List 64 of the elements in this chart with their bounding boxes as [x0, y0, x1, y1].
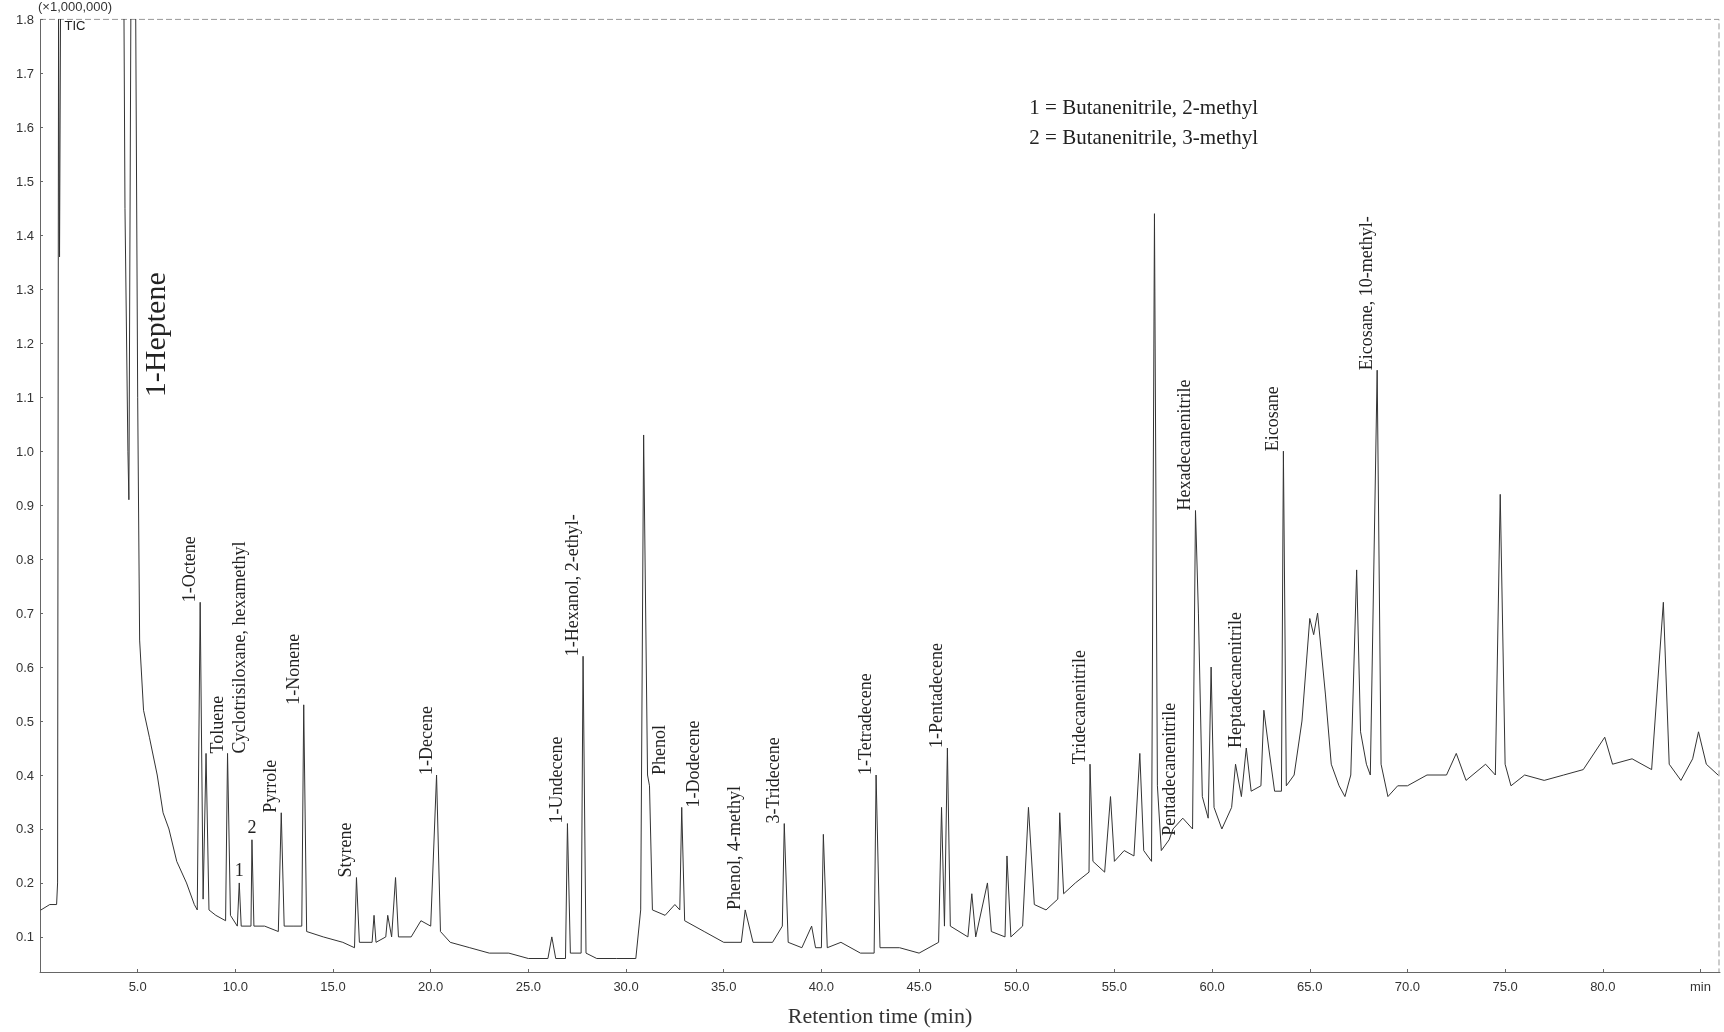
annotation: 1-Dodecene — [682, 720, 703, 808]
annotation: 1 — [234, 859, 244, 880]
y-tick-label: 1.6 — [15, 119, 34, 135]
y-tick-label: 1.2 — [15, 335, 34, 351]
y-tick-label: 0.1 — [15, 929, 34, 945]
x-tick-label: 50.0 — [1004, 979, 1030, 994]
annotation: 1-Tetradecene — [855, 673, 876, 775]
annotation: Heptadecanenitrile — [1225, 612, 1246, 749]
y-tick-label: 1.5 — [15, 173, 34, 189]
annotation: Toluene — [207, 695, 228, 754]
annotation: 1-Heptene — [138, 272, 172, 398]
x-tick-label: 15.0 — [320, 979, 346, 994]
annotation: 1-Decene — [415, 706, 436, 775]
x-tick-label: min — [1689, 979, 1711, 994]
y-tick-label: 1.1 — [15, 389, 34, 405]
x-tick-label: 65.0 — [1297, 979, 1323, 994]
annotation: Tridecanenitrile — [1069, 649, 1089, 765]
x-tick-label: 55.0 — [1101, 979, 1128, 994]
annotation: 3-Tridecene — [763, 737, 784, 824]
x-tick-label: 40.0 — [808, 979, 835, 994]
annotation: 1-Pentadecene — [926, 643, 947, 749]
x-tick-label: 35.0 — [711, 979, 737, 994]
x-tick-label: 70.0 — [1394, 979, 1421, 994]
annotation: 2 = Butanenitrile, 3-methyl — [1029, 125, 1259, 150]
annotation: Pentadecanenitrile — [1159, 702, 1180, 836]
annotation: 2 — [247, 816, 257, 837]
annotation: Styrene — [335, 822, 356, 878]
annotation: 1 = Butanenitrile, 2-methyl — [1029, 95, 1259, 120]
x-tick-label: 25.0 — [515, 979, 542, 994]
x-tick-label: 10.0 — [222, 979, 249, 994]
x-tick-label: 80.0 — [1590, 979, 1616, 994]
y-tick-label: 0.5 — [15, 713, 34, 729]
annotation: 1-Hexanol, 2-ethyl- — [562, 514, 583, 657]
annotation: 1-Nonene — [282, 633, 303, 705]
annotation: Eicosane — [1262, 386, 1283, 452]
y-tick-label: 0.9 — [15, 497, 34, 513]
annotation: Cyclotrisiloxane, hexamethyl — [228, 541, 249, 754]
y-tick-label: 1.4 — [15, 227, 34, 243]
x-tick-label: 60.0 — [1199, 979, 1225, 994]
y-tick-label: 0.3 — [15, 821, 34, 837]
y-tick-label: 0.7 — [15, 605, 34, 621]
x-tick-label: 30.0 — [613, 979, 639, 994]
x-tick-label: 5.0 — [128, 979, 147, 994]
annotation: TIC — [64, 18, 86, 34]
y-tick-label: 0.6 — [15, 659, 34, 675]
y-tick-label: 1.8 — [15, 11, 34, 27]
annotation: Hexadecanenitrile — [1174, 379, 1195, 511]
annotation: Pyrrole — [260, 759, 281, 813]
annotation: Phenol, 4-methyl — [724, 785, 745, 910]
y-tick-label: 0.4 — [15, 767, 34, 783]
y-tick-label: 1.7 — [15, 65, 34, 81]
y-tick-label: 1.3 — [15, 281, 34, 297]
annotation: Phenol — [648, 724, 669, 775]
y-tick-label: 1.0 — [15, 443, 34, 459]
annotation: Eicosane, 10-methyl- — [1356, 216, 1377, 371]
x-tick-label: 20.0 — [418, 979, 444, 994]
x-tick-label: 75.0 — [1492, 979, 1518, 994]
y-axis-title: (×1,000,000) — [38, 0, 113, 14]
annotation: 1-Undecene — [546, 736, 567, 824]
y-tick-label: 0.2 — [15, 875, 34, 891]
annotation: 1-Octene — [179, 536, 200, 603]
x-axis-title: Retention time (min) — [787, 1002, 973, 1028]
y-tick-label: 0.8 — [15, 551, 34, 567]
x-tick-label: 45.0 — [906, 979, 932, 994]
